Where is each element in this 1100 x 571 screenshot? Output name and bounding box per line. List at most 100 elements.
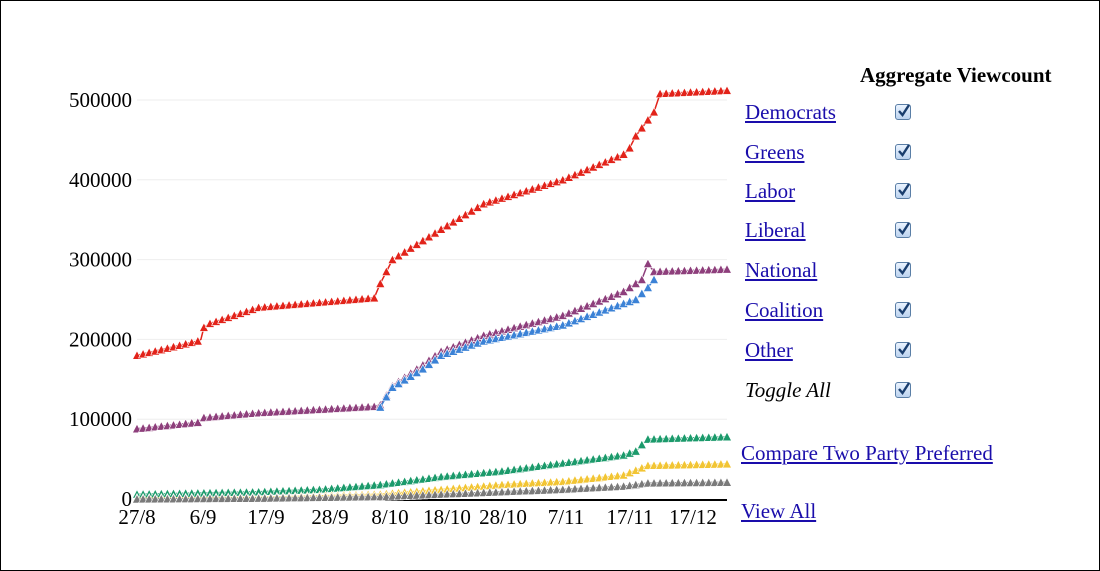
series-marker	[302, 492, 313, 502]
x-tick-label: 18/10	[423, 505, 471, 529]
series-marker	[661, 459, 672, 470]
series-marker	[691, 477, 702, 487]
series-marker	[722, 85, 732, 95]
party-checkbox-national[interactable]	[895, 262, 911, 278]
party-link-labor[interactable]: Labor	[745, 179, 796, 203]
series-marker	[703, 264, 714, 275]
series-marker	[649, 274, 660, 284]
series-marker	[667, 459, 678, 470]
x-tick-label: 17/11	[606, 505, 653, 529]
series-marker	[253, 493, 264, 503]
compare-two-party-preferred-link[interactable]: Compare Two Party Preferred	[741, 441, 993, 465]
party-checkbox-coalition[interactable]	[895, 302, 911, 318]
series-marker	[655, 460, 666, 470]
series-marker	[642, 282, 653, 292]
x-tick-label: 8/10	[371, 505, 408, 529]
party-link-other[interactable]: Other	[745, 338, 793, 362]
series-marker	[350, 491, 361, 502]
series-marker	[691, 265, 702, 275]
party-row-other: Other	[745, 338, 945, 368]
series-marker	[338, 491, 349, 502]
party-row-national: National	[745, 258, 945, 288]
series-marker	[715, 264, 726, 274]
series-marker	[326, 492, 337, 502]
series-marker	[642, 114, 653, 125]
series-marker	[679, 265, 690, 275]
party-row-labor: Labor	[745, 179, 945, 209]
series-marker	[667, 265, 678, 276]
party-checkbox-democrats[interactable]	[895, 104, 911, 120]
series-marker	[715, 458, 726, 469]
series-marker	[722, 477, 732, 487]
series-marker	[192, 335, 203, 346]
y-tick-label: 100000	[69, 407, 132, 431]
series-marker	[150, 493, 161, 504]
series-marker	[722, 458, 732, 469]
series-marker	[697, 459, 708, 469]
party-link-national[interactable]: National	[745, 258, 818, 282]
party-link-greens[interactable]: Greens	[745, 140, 805, 164]
series-marker	[673, 477, 684, 488]
x-tick-label: 17/12	[669, 505, 717, 529]
y-tick-label: 0	[122, 487, 133, 511]
party-row-liberal: Liberal	[745, 218, 945, 248]
series-marker	[132, 493, 142, 504]
series-marker	[685, 432, 696, 443]
x-tick-label: 28/9	[311, 505, 348, 529]
series-marker	[332, 492, 343, 502]
party-checkbox-other[interactable]	[895, 342, 911, 358]
series-marker	[381, 266, 392, 276]
series-marker	[241, 493, 252, 503]
series-marker	[369, 292, 380, 303]
party-checkbox-liberal[interactable]	[895, 222, 911, 238]
x-tick-label: 28/10	[479, 505, 527, 529]
series-marker	[180, 493, 191, 503]
series-marker	[655, 266, 666, 276]
y-tick-label: 300000	[69, 248, 132, 272]
series-marker	[144, 493, 155, 504]
x-tick-label: 7/11	[548, 505, 585, 529]
series-marker	[138, 493, 149, 504]
toggle-all-checkbox[interactable]	[895, 382, 911, 398]
party-link-democrats[interactable]: Democrats	[745, 100, 836, 124]
series-marker	[697, 477, 708, 487]
series-marker	[624, 142, 635, 153]
party-checkbox-greens[interactable]	[895, 144, 911, 160]
series-marker	[192, 417, 203, 427]
series-marker	[642, 460, 653, 470]
series-marker	[217, 493, 228, 503]
series-marker	[709, 431, 720, 442]
series-marker	[673, 433, 684, 443]
series-marker	[271, 492, 282, 503]
series-marker	[715, 431, 726, 442]
view-all-link[interactable]: View All	[741, 499, 817, 523]
series-marker	[381, 391, 392, 402]
series-marker	[630, 445, 641, 456]
series-marker	[168, 493, 179, 504]
series-marker	[344, 491, 355, 502]
x-tick-label: 6/9	[190, 505, 217, 529]
series-marker	[709, 477, 720, 487]
series-marker	[174, 493, 185, 504]
series-marker	[703, 477, 714, 487]
series-marker	[277, 492, 288, 503]
series-marker	[691, 459, 702, 469]
series-marker	[697, 264, 708, 275]
series-marker	[363, 491, 374, 502]
series-marker	[649, 460, 660, 470]
series-marker	[642, 434, 653, 444]
party-row-coalition: Coalition	[745, 298, 945, 328]
party-row-greens: Greens	[745, 140, 945, 170]
series-marker	[314, 492, 325, 502]
series-marker	[722, 264, 732, 274]
series-marker	[636, 439, 647, 450]
legend-title: Aggregate Viewcount	[860, 63, 1052, 87]
party-link-coalition[interactable]: Coalition	[745, 298, 824, 322]
series-marker	[198, 493, 209, 503]
series-marker	[636, 274, 647, 284]
series-marker	[156, 493, 167, 504]
series-marker	[320, 492, 331, 502]
party-checkbox-labor[interactable]	[895, 183, 911, 199]
party-link-liberal[interactable]: Liberal	[745, 218, 806, 242]
